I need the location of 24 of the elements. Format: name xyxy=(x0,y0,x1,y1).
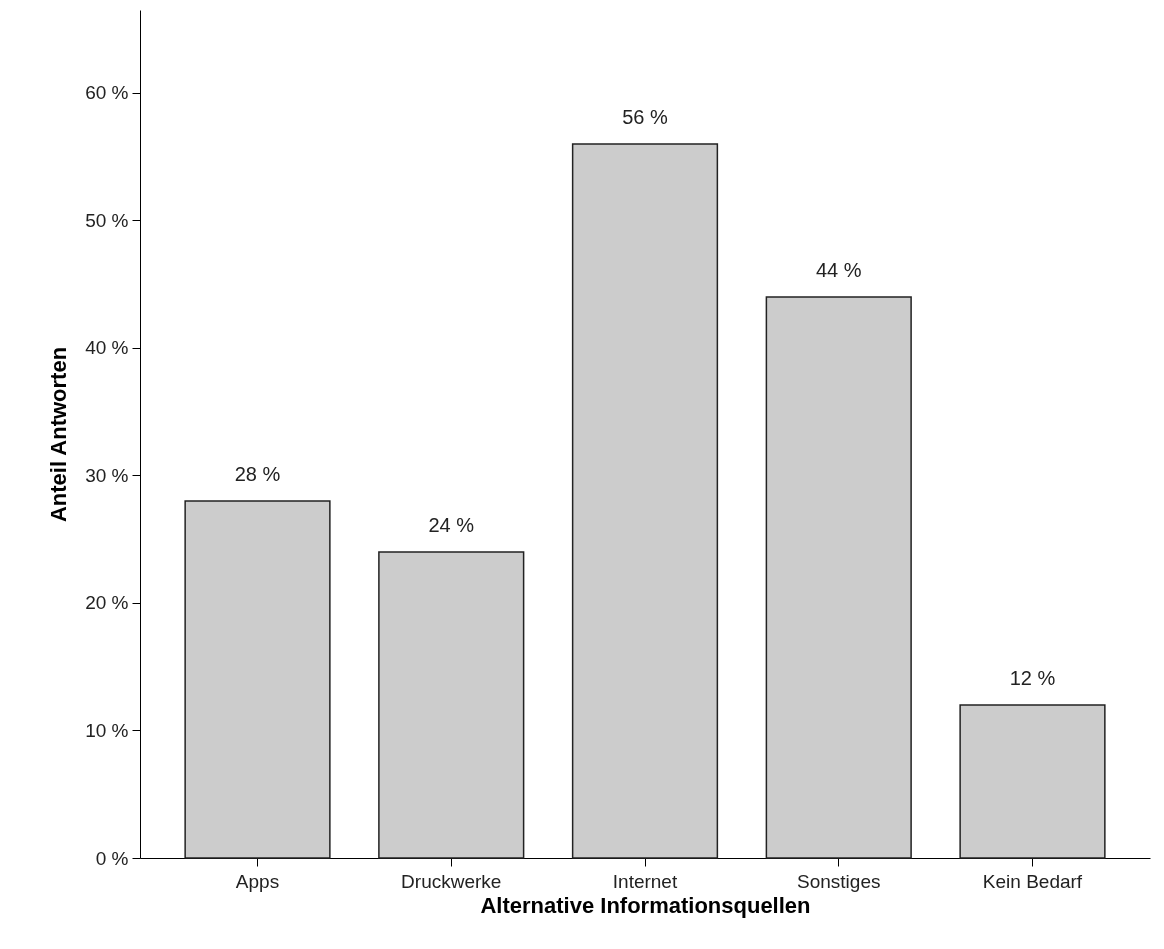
x-tick-label: Kein Bedarf xyxy=(982,870,1083,892)
bar xyxy=(765,296,912,859)
x-tick-label: Druckwerke xyxy=(401,870,502,892)
bar xyxy=(184,500,331,859)
data-label: 56 % xyxy=(622,105,669,128)
y-tick-label: 40 % xyxy=(85,337,129,359)
y-tick-label: 50 % xyxy=(85,209,129,231)
x-tick-label: Internet xyxy=(612,870,678,892)
data-label: 12 % xyxy=(1009,666,1056,689)
x-tick-label: Sonstiges xyxy=(797,870,881,892)
y-tick-label: 20 % xyxy=(85,592,129,614)
bar xyxy=(378,551,525,859)
data-label: 44 % xyxy=(815,258,862,281)
y-tick-label: 0 % xyxy=(95,847,129,869)
y-axis-title: Anteil Antworten xyxy=(46,346,72,523)
data-label: 28 % xyxy=(234,462,281,485)
y-tick-label: 10 % xyxy=(85,719,129,741)
data-label: 24 % xyxy=(428,513,475,536)
x-axis-title: Alternative Informationsquellen xyxy=(480,892,811,918)
x-tick-label: Apps xyxy=(235,870,280,892)
y-tick-label: 30 % xyxy=(85,464,129,486)
bar xyxy=(571,143,719,859)
y-tick-label: 60 % xyxy=(85,82,129,104)
bar xyxy=(959,704,1106,859)
